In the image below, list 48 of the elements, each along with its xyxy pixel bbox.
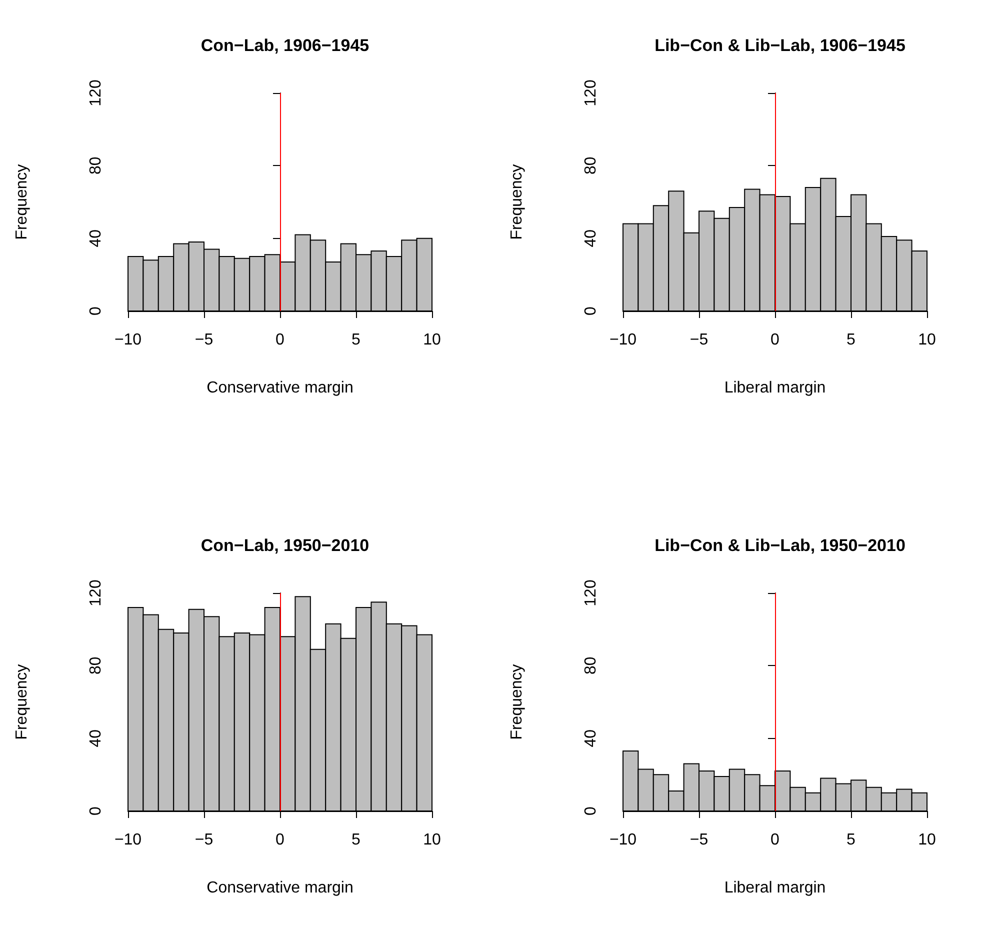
x-tick-label: 0 (276, 832, 285, 848)
x-tick-label: 5 (846, 832, 856, 848)
x-axis-title: Conservative margin (206, 380, 354, 396)
chart-title: Lib−Con & Lib−Lab, 1906−1945 (654, 36, 906, 55)
x-tick-label: 5 (352, 332, 361, 348)
y-tick-label: 40 (582, 729, 600, 748)
chart-title: Lib−Con & Lib−Lab, 1950−2010 (654, 536, 906, 555)
y-axis-title: Frequency (14, 664, 30, 740)
x-tick-label: 0 (770, 332, 780, 348)
x-tick-label: 0 (770, 832, 780, 848)
x-tick-label: −5 (194, 332, 214, 348)
chart-title: Con−Lab, 1906−1945 (200, 36, 370, 55)
x-axis-title: Liberal margin (724, 380, 826, 396)
y-tick-label: 40 (88, 229, 104, 248)
y-tick-label: 0 (582, 806, 600, 816)
y-tick-label: 80 (582, 656, 600, 675)
y-tick-label: 0 (582, 306, 600, 316)
y-axis-title: Frequency (508, 664, 526, 740)
y-tick-label: 120 (582, 80, 600, 106)
x-tick-label: 5 (846, 332, 856, 348)
y-tick-label: 0 (88, 306, 104, 316)
y-tick-label: 40 (582, 229, 600, 248)
x-tick-label: −10 (114, 332, 142, 348)
y-tick-label: 80 (582, 156, 600, 175)
x-tick-label: 10 (423, 332, 441, 348)
y-tick-label: 120 (582, 580, 600, 606)
x-tick-label: −5 (690, 332, 708, 348)
y-tick-label: 0 (88, 806, 104, 816)
y-tick-label: 80 (88, 156, 104, 175)
y-tick-label: 120 (88, 80, 104, 106)
x-axis-title: Conservative margin (206, 880, 354, 896)
y-tick-label: 40 (88, 729, 104, 748)
chart-title: Con−Lab, 1950−2010 (200, 536, 370, 555)
y-tick-label: 120 (88, 580, 104, 606)
y-tick-label: 80 (88, 656, 104, 675)
x-tick-label: −5 (690, 832, 708, 848)
x-tick-label: 10 (918, 832, 936, 848)
x-tick-label: 10 (423, 832, 441, 848)
y-axis-title: Frequency (508, 164, 526, 240)
x-tick-label: 0 (276, 332, 285, 348)
x-tick-label: 10 (918, 332, 936, 348)
x-tick-label: 5 (352, 832, 361, 848)
x-axis-title: Liberal margin (724, 880, 826, 896)
x-tick-label: −5 (194, 832, 214, 848)
x-tick-label: −10 (114, 832, 142, 848)
y-axis-title: Frequency (14, 164, 30, 240)
x-tick-label: −10 (609, 832, 637, 848)
x-tick-label: −10 (609, 332, 637, 348)
